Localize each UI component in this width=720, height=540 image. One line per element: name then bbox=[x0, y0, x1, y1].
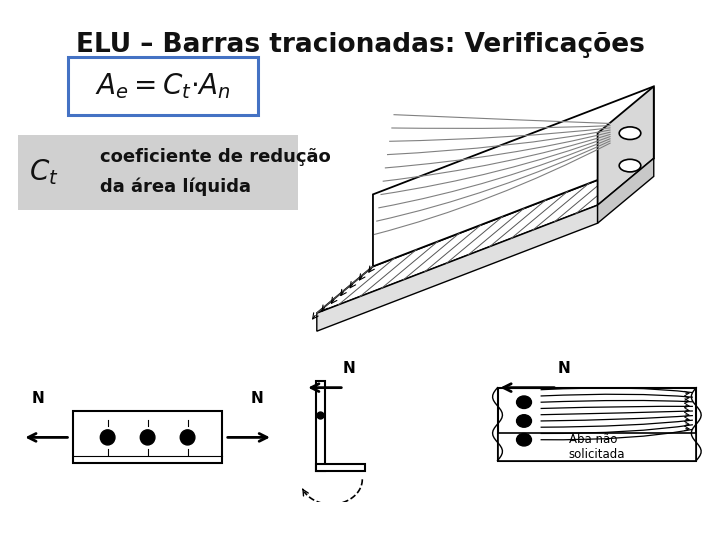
Polygon shape bbox=[317, 158, 654, 313]
Ellipse shape bbox=[619, 159, 641, 172]
Text: N: N bbox=[557, 361, 570, 376]
Ellipse shape bbox=[516, 415, 531, 427]
Polygon shape bbox=[373, 86, 654, 266]
Text: N: N bbox=[251, 391, 264, 406]
Polygon shape bbox=[317, 205, 598, 331]
Text: N: N bbox=[343, 361, 356, 376]
Polygon shape bbox=[598, 86, 654, 205]
Text: coeficiente de redução: coeficiente de redução bbox=[100, 148, 330, 166]
Ellipse shape bbox=[140, 430, 155, 445]
Text: N: N bbox=[32, 391, 45, 406]
FancyBboxPatch shape bbox=[498, 434, 696, 461]
Ellipse shape bbox=[180, 430, 195, 445]
Text: $C_t$: $C_t$ bbox=[30, 157, 59, 187]
FancyBboxPatch shape bbox=[498, 388, 696, 461]
Text: Aba não
solicitada: Aba não solicitada bbox=[569, 433, 625, 461]
Polygon shape bbox=[315, 464, 365, 471]
Polygon shape bbox=[598, 158, 654, 223]
Ellipse shape bbox=[100, 430, 115, 445]
Polygon shape bbox=[315, 381, 325, 471]
FancyBboxPatch shape bbox=[73, 411, 222, 463]
FancyBboxPatch shape bbox=[18, 135, 298, 210]
Text: da área líquida: da área líquida bbox=[100, 178, 251, 196]
Text: ELU – Barras tracionadas: Verificações: ELU – Barras tracionadas: Verificações bbox=[76, 32, 644, 58]
Text: $A_e = C_t{\cdot}A_n$: $A_e = C_t{\cdot}A_n$ bbox=[95, 71, 231, 101]
Ellipse shape bbox=[619, 127, 641, 139]
FancyBboxPatch shape bbox=[68, 57, 258, 115]
Ellipse shape bbox=[516, 434, 531, 446]
Ellipse shape bbox=[516, 396, 531, 408]
